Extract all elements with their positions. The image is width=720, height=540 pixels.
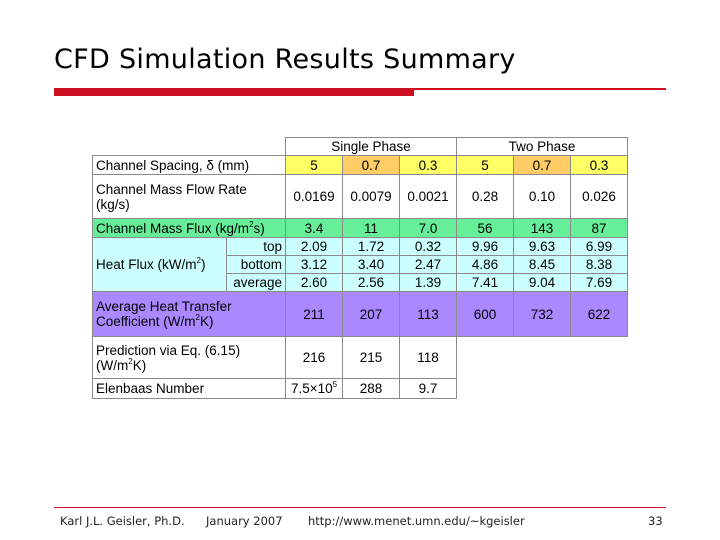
htc-label: Average Heat Transfer Coefficient (W/m2K) [92,291,286,337]
spacing-value: 0.3 [399,155,457,175]
htc-label-line2: Coefficient (W/m [96,314,196,329]
heat-flux-sublabel-top: top [226,237,286,256]
footer-date: January 2007 [206,514,283,528]
heat-flux-value: 8.45 [513,255,571,274]
spacing-label: Channel Spacing, δ (mm) [92,155,286,175]
footer-url[interactable]: http://www.menet.umn.edu/~kgeisler [308,514,525,528]
mass-flow-row: Channel Mass Flow Rate (kg/s) 0.0169 0.00… [92,174,628,219]
mass-flow-value: 0.0079 [342,174,400,219]
heat-flux-value: 3.12 [285,255,343,274]
prediction-label-line2: (W/m [96,357,129,373]
page-number: 33 [648,514,663,528]
mass-flux-label-text: Channel Mass Flux (kg/m [96,220,250,236]
prediction-label-line1: Prediction via Eq. (6.15) [96,342,241,358]
title-accent-bar [54,88,414,96]
heat-flux-value: 2.60 [285,273,343,292]
heat-flux-label-text: Heat Flux (kW/m [96,257,197,272]
two-phase-header: Two Phase [456,137,628,156]
empty-cell [457,379,628,399]
mass-flow-value: 0.026 [570,174,628,219]
heat-flux-value: 9.96 [456,237,514,256]
htc-value: 600 [456,291,514,337]
elenbaas-value: 7.5×105 [285,378,343,399]
title-rule-line [414,88,666,90]
elenbaas-exponent: 5 [332,380,338,389]
htc-value: 207 [342,291,400,337]
prediction-label: Prediction via Eq. (6.15) (W/m2K) [92,336,286,379]
htc-value: 113 [399,291,457,337]
mass-flow-value: 0.10 [513,174,571,219]
heat-flux-value: 2.47 [399,255,457,274]
mass-flow-label-line1: Channel Mass Flow Rate [96,181,247,197]
mass-flow-label: Channel Mass Flow Rate (kg/s) [92,174,286,219]
mass-flow-value: 0.0169 [285,174,343,219]
prediction-value: 118 [399,336,457,379]
htc-label-suffix: K) [199,314,214,329]
heat-flux-value: 2.56 [342,273,400,292]
mass-flux-label-suffix: s) [253,220,265,236]
slide-title: CFD Simulation Results Summary [54,44,516,75]
mass-flow-value: 0.28 [456,174,514,219]
spacing-value: 0.3 [570,155,628,175]
prediction-label-suffix: K) [132,357,147,373]
mass-flux-value: 56 [456,218,514,238]
prediction-row: Prediction via Eq. (6.15) (W/m2K) 216 215… [92,336,628,379]
group-header-row: Single Phase Two Phase [93,137,628,156]
htc-row: Average Heat Transfer Coefficient (W/m2K)… [92,291,628,337]
single-phase-header: Single Phase [285,137,457,156]
heat-flux-value: 0.32 [399,237,457,256]
mass-flow-label-line2: (kg/s) [96,196,130,212]
heat-flux-exponent: 2 [196,256,201,265]
htc-value: 211 [285,291,343,337]
mass-flux-value: 87 [570,218,628,238]
mass-flux-label: Channel Mass Flux (kg/m2s) [92,218,286,238]
elenbaas-mantissa: 7.5×10 [290,381,333,396]
heat-flux-sublabel-bottom: bottom [226,255,286,274]
footer-rule [54,507,666,508]
spacing-value: 0.7 [513,155,571,175]
heat-flux-label: Heat Flux (kW/m2) [92,237,227,292]
heat-flux-value: 8.38 [570,255,628,274]
heat-flux-value: 4.86 [456,255,514,274]
heat-flux-label-suffix: ) [200,257,206,272]
elenbaas-row: Elenbaas Number 7.5×105 288 9.7 [92,378,628,399]
htc-value: 732 [513,291,571,337]
heat-flux-row-top: Heat Flux (kW/m2) top 2.09 1.72 0.32 9.9… [92,237,628,292]
mass-flux-value: 3.4 [285,218,343,238]
elenbaas-value: 9.7 [399,378,457,399]
htc-value: 622 [570,291,628,337]
mass-flux-exponent: 2 [249,219,254,229]
results-table: Single Phase Two Phase Channel Spacing, … [92,137,628,399]
mass-flux-value: 11 [342,218,400,238]
mass-flux-row: Channel Mass Flux (kg/m2s) 3.4 11 7.0 56… [92,218,628,238]
spacing-row: Channel Spacing, δ (mm) 5 0.7 0.3 5 0.7 … [92,155,628,175]
heat-flux-value: 1.72 [342,237,400,256]
empty-cell [457,337,628,379]
spacing-value: 5 [456,155,514,175]
mass-flow-value: 0.0021 [399,174,457,219]
empty-corner [93,138,286,156]
heat-flux-value: 9.63 [513,237,571,256]
spacing-value: 5 [285,155,343,175]
mass-flux-value: 7.0 [399,218,457,238]
heat-flux-value: 7.41 [456,273,514,292]
heat-flux-sublabel-average: average [226,273,286,292]
heat-flux-value: 3.40 [342,255,400,274]
htc-label-line1: Average Heat Transfer [96,299,232,314]
mass-flux-value: 143 [513,218,571,238]
prediction-value: 215 [342,336,400,379]
spacing-value: 0.7 [342,155,400,175]
heat-flux-value: 6.99 [570,237,628,256]
heat-flux-value: 1.39 [399,273,457,292]
heat-flux-value: 7.69 [570,273,628,292]
heat-flux-value: 9.04 [513,273,571,292]
heat-flux-value: 2.09 [285,237,343,256]
elenbaas-value: 288 [342,378,400,399]
htc-exponent: 2 [195,313,200,322]
prediction-value: 216 [285,336,343,379]
prediction-exponent: 2 [128,356,133,366]
heat-flux-row-bottom: bottom 3.12 3.40 2.47 4.86 8.45 8.38 [93,255,628,274]
elenbaas-label: Elenbaas Number [92,378,286,399]
footer-author: Karl J.L. Geisler, Ph.D. [60,514,185,528]
